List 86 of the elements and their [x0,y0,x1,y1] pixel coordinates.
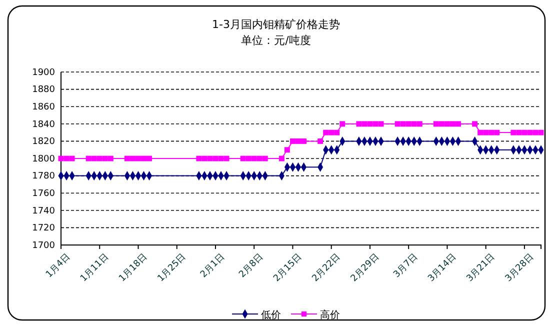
point [290,138,296,144]
point [488,130,494,136]
x-tick-label: 1月11日 [78,252,111,284]
x-tick-label: 2月29日 [349,252,382,284]
point [102,156,108,162]
point [296,138,301,144]
y-tick-label: 1820 [32,137,56,148]
point [438,121,444,127]
point [251,156,257,162]
x-tick-label: 2月1日 [198,252,227,280]
point [400,121,406,127]
point [301,138,306,144]
point [456,121,461,127]
point [516,130,522,136]
y-tick-label: 1840 [32,120,56,130]
chart-subtitle: 单位：元/吨度 [241,34,311,47]
y-tick-label: 1720 [32,224,56,234]
point [130,156,136,162]
point [340,121,346,127]
point [362,121,368,127]
point [522,130,528,136]
point [256,156,262,162]
y-tick-label: 1800 [32,154,56,164]
point [96,156,102,162]
point [86,156,92,162]
x-tick-label: 3月14日 [426,252,459,284]
point [64,156,70,162]
point [124,156,130,162]
point [416,121,422,127]
chart-title: 1-3月国内钼精矿价格走势 [212,18,340,31]
point [372,121,378,127]
point [328,130,334,136]
y-tick-label: 1880 [32,85,56,96]
point [146,156,152,162]
point [69,156,75,162]
point [224,156,230,162]
point [483,130,489,136]
point [278,156,284,162]
x-tick-label: 3月21日 [465,252,498,284]
point [334,130,340,136]
y-tick-label: 1700 [32,240,56,251]
point [450,121,456,127]
point [246,156,252,162]
x-tick-label: 2月22日 [310,252,343,284]
point [478,130,484,136]
point [356,121,362,127]
point [262,156,268,162]
point [394,121,400,127]
point [91,156,97,162]
x-tick-label: 1月4日 [44,252,72,280]
point [367,121,373,127]
point [212,156,218,162]
point [378,121,384,127]
point [433,121,439,127]
y-tick-label: 1900 [32,68,56,78]
x-tick-label: 1月18日 [118,252,150,284]
point [527,130,533,136]
point [406,121,412,127]
x-tick-label: 2月8日 [238,252,266,280]
x-tick-label: 1月25日 [156,252,188,284]
point [136,156,141,162]
point [284,147,290,153]
point [240,156,246,162]
y-tick-label: 1740 [32,206,56,216]
legend-label: 低价 [261,309,281,321]
point [444,121,450,127]
point [494,130,500,136]
y-tick-label: 1780 [32,172,56,182]
point [202,156,208,162]
point [141,156,146,162]
point [510,130,516,136]
y-tick-label: 1860 [32,102,56,112]
point [196,156,202,162]
point [411,121,417,127]
legend-label: 高价 [320,309,340,321]
x-tick-label: 3月28日 [504,252,536,284]
point [323,130,329,136]
point [472,121,478,127]
point [538,130,544,136]
point [207,156,213,162]
point [532,130,538,136]
point [318,138,324,144]
point [108,156,114,162]
y-tick-label: 1760 [32,188,56,199]
x-tick-label: 3月7日 [392,252,420,280]
x-tick-label: 2月15日 [272,252,304,284]
